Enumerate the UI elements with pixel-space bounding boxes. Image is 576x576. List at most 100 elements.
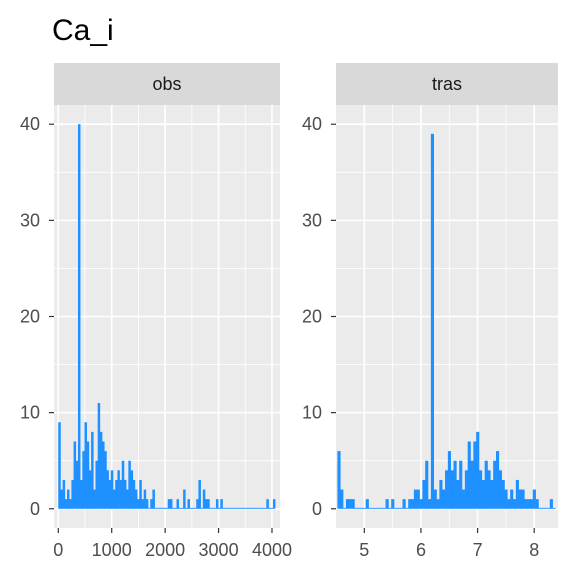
- histogram-bar: [214, 508, 216, 509]
- histogram-bar: [170, 499, 172, 509]
- histogram-bar: [513, 499, 516, 509]
- histogram-bar: [468, 441, 471, 508]
- histogram-bar: [98, 403, 100, 509]
- histogram-bar: [417, 490, 420, 509]
- histogram-bar: [155, 508, 157, 509]
- histogram-bar: [227, 508, 229, 509]
- histogram-bar: [58, 422, 60, 509]
- histogram-bar: [354, 508, 357, 509]
- histogram-bar: [117, 470, 119, 508]
- histogram-bar: [445, 470, 448, 508]
- histogram-bar: [146, 499, 148, 509]
- histogram-bar: [454, 461, 457, 509]
- histogram-bar: [216, 499, 218, 509]
- histogram-bar: [247, 508, 249, 509]
- histogram-bar: [244, 508, 246, 509]
- histogram-bar: [203, 490, 205, 509]
- histogram-bar: [174, 508, 176, 509]
- histogram-bar: [113, 490, 115, 509]
- histogram-bar: [476, 432, 479, 509]
- histogram-bar: [510, 490, 513, 509]
- histogram-bar: [346, 499, 349, 509]
- histogram-bar: [271, 508, 273, 509]
- histogram-bar: [479, 470, 482, 508]
- histogram-bar: [80, 480, 82, 509]
- histogram-bar: [231, 508, 233, 509]
- histogram-bar: [163, 508, 165, 509]
- histogram-bar: [135, 490, 137, 509]
- histogram-bar: [422, 480, 425, 509]
- histogram-bar: [357, 508, 360, 509]
- histogram-bar: [352, 499, 355, 509]
- histogram-bar: [225, 508, 227, 509]
- chart-title: Ca_i: [52, 14, 114, 47]
- histogram-bar: [194, 508, 196, 509]
- histogram-bar: [196, 499, 198, 509]
- histogram-bar: [485, 461, 488, 509]
- histogram-bar: [131, 470, 133, 508]
- x-tick-label: 5: [359, 540, 369, 560]
- histogram-bar: [428, 499, 431, 509]
- histogram-bar: [76, 461, 78, 509]
- histogram-bar: [168, 499, 170, 509]
- histogram-bar: [431, 134, 434, 509]
- histogram-bar: [369, 508, 372, 509]
- histogram-bar: [157, 508, 159, 509]
- histogram-bar: [366, 499, 369, 509]
- histogram-bar: [496, 451, 499, 509]
- histogram-bar: [448, 451, 451, 509]
- histogram-bar: [65, 499, 67, 509]
- histogram-bar: [223, 508, 225, 509]
- histogram-bar: [242, 508, 244, 509]
- histogram-bar: [524, 499, 527, 509]
- y-tick-label: 0: [312, 499, 322, 519]
- facet-label: obs: [152, 74, 181, 94]
- histogram-bar: [553, 508, 556, 509]
- histogram-bar: [95, 461, 97, 509]
- histogram-bar: [400, 508, 403, 509]
- histogram-bar: [220, 499, 222, 509]
- y-tick-label: 10: [20, 403, 40, 423]
- histogram-bar: [550, 499, 553, 509]
- histogram-bar: [63, 480, 65, 509]
- histogram-bar: [109, 480, 111, 509]
- y-tick-label: 40: [20, 114, 40, 134]
- x-tick-label: 8: [529, 540, 539, 560]
- histogram-bar: [104, 451, 106, 509]
- y-tick-label: 0: [30, 499, 40, 519]
- x-tick-label: 0: [53, 540, 63, 560]
- histogram-bar: [198, 480, 200, 509]
- histogram-bar: [152, 490, 154, 509]
- histogram-bar: [530, 499, 533, 509]
- x-tick-label: 4000: [252, 540, 292, 560]
- histogram-bar: [205, 499, 207, 509]
- histogram-bar: [192, 508, 194, 509]
- histogram-bar: [269, 508, 271, 509]
- histogram-bar: [120, 480, 122, 509]
- histogram-bar: [207, 499, 209, 509]
- histogram-bar: [473, 441, 476, 508]
- histogram-bar: [411, 499, 414, 509]
- histogram-bar: [240, 508, 242, 509]
- histogram-bar: [91, 432, 93, 509]
- histogram-bar: [251, 508, 253, 509]
- histogram-bar: [183, 490, 185, 509]
- histogram-bar: [340, 490, 343, 509]
- histogram-bar: [141, 499, 143, 509]
- histogram-bar: [425, 461, 428, 509]
- y-tick-label: 20: [20, 307, 40, 327]
- y-tick-label: 10: [302, 403, 322, 423]
- histogram-bar: [177, 499, 179, 509]
- histogram-bar: [161, 508, 163, 509]
- histogram-bar: [260, 508, 262, 509]
- histogram-bar: [394, 508, 397, 509]
- histogram-bar: [544, 508, 547, 509]
- histogram-bar: [337, 451, 340, 509]
- histogram-bar: [397, 508, 400, 509]
- histogram-bar: [74, 441, 76, 508]
- histogram-bar: [236, 508, 238, 509]
- histogram-bar: [360, 508, 363, 509]
- histogram-bar: [437, 499, 440, 509]
- histogram-bar: [456, 480, 459, 509]
- histogram-bar: [374, 508, 377, 509]
